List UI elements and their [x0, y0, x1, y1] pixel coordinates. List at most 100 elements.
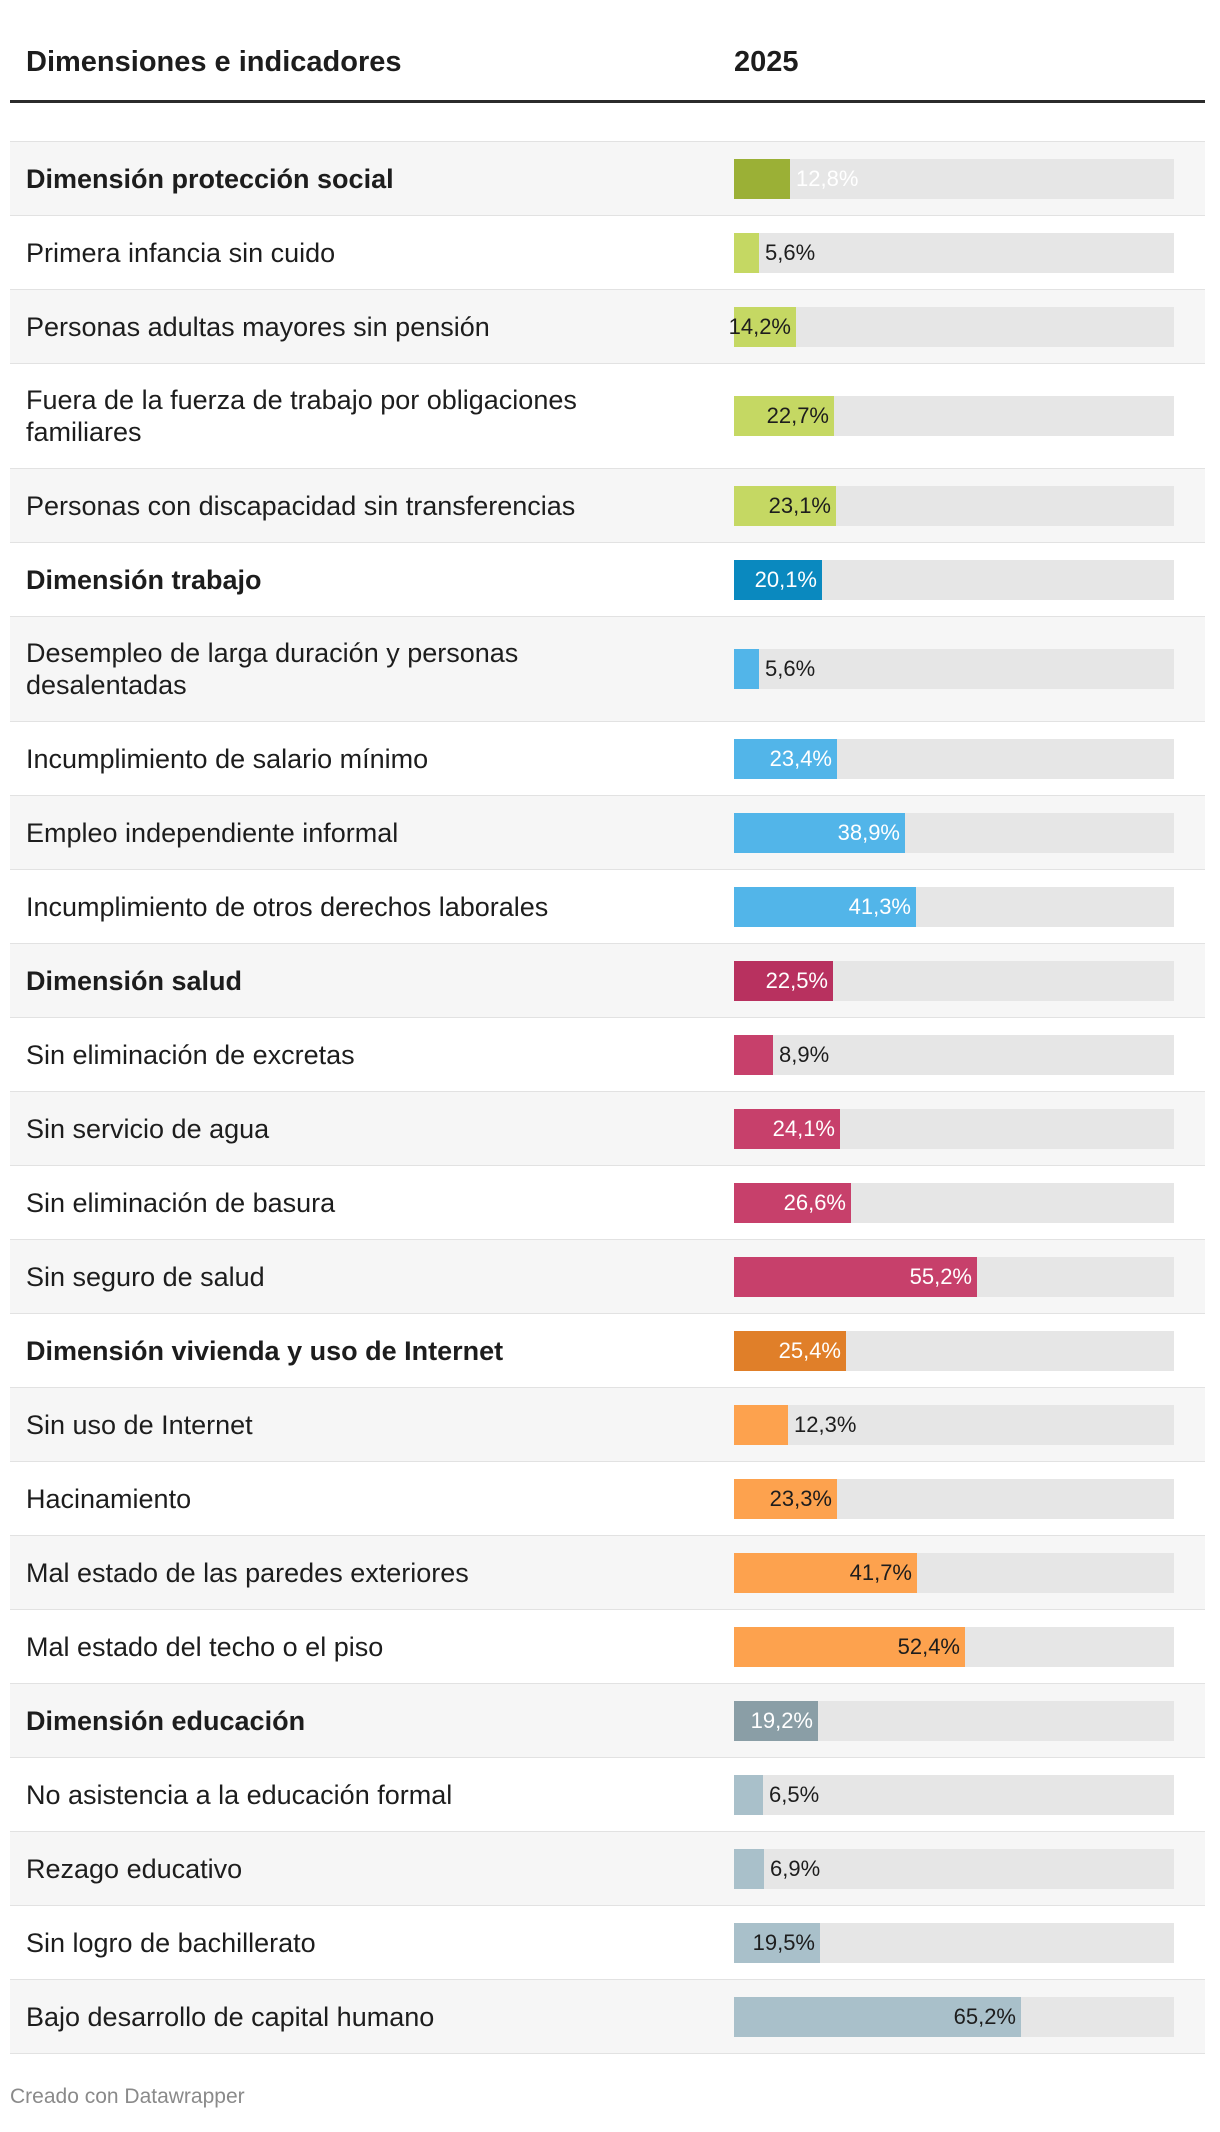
bar [734, 306, 796, 347]
bar [734, 960, 833, 1001]
bar-value-label: 55,2% [909, 1263, 972, 1289]
bar-value-label: 8,9% [779, 1041, 830, 1067]
bar-track: 22,5% [734, 960, 1174, 1001]
footer-credit: Creado con Datawrapper [10, 2085, 245, 2108]
bar-track: 65,2% [734, 1996, 1174, 2037]
bar [734, 1478, 837, 1519]
row-label: Primera infancia sin cuido [26, 237, 336, 268]
bar-track: 19,5% [734, 1922, 1174, 1963]
row-label: Sin servicio de agua [26, 1113, 270, 1144]
bar-value-label: 22,5% [765, 967, 828, 993]
table-row: Dimensión vivienda y uso de Internet 25,4… [10, 1314, 1205, 1388]
row-label: Sin seguro de salud [26, 1261, 265, 1292]
table-header: Dimensiones e indicadores 2025 [10, 0, 1205, 103]
table-row: Sin servicio de agua 24,1% [10, 1092, 1205, 1166]
bar-value-label: 12,3% [794, 1411, 857, 1437]
bar-value-label: 5,6% [765, 656, 816, 681]
bar [734, 886, 916, 927]
row-label: Sin eliminación de basura [26, 1187, 336, 1218]
bar [734, 559, 822, 600]
row-label: Dimensión protección social [26, 163, 394, 194]
row-label: Rezago educativo [26, 1853, 243, 1884]
table-row: Empleo independiente informal 38,9% [10, 796, 1205, 870]
row-label: Dimensión vivienda y uso de Internet [26, 1335, 504, 1366]
table-row: Mal estado de las paredes exteriores 41,7… [10, 1536, 1205, 1610]
bar-value-label: 52,4% [897, 1633, 960, 1659]
bar [734, 1922, 820, 1963]
row-label: Mal estado del techo o el piso [26, 1631, 384, 1662]
bar [734, 1404, 788, 1445]
bar [734, 1182, 851, 1223]
bar [734, 1996, 1021, 2037]
bar-value-label: 14,2% [728, 313, 791, 339]
bar-value-label: 41,3% [848, 893, 911, 919]
bar [734, 396, 834, 436]
bar-track: 52,4% [734, 1626, 1174, 1667]
bar-value-label: 25,4% [778, 1337, 841, 1363]
bar-track: 38,9% [734, 812, 1174, 853]
bar [734, 485, 836, 526]
bar [734, 232, 759, 273]
table-row: Primera infancia sin cuido 5,6% [10, 216, 1205, 290]
bar-value-label: 5,6% [765, 239, 816, 265]
table-row: Hacinamiento 23,3% [10, 1462, 1205, 1536]
bar-value-label: 20,1% [754, 566, 817, 592]
bar [734, 1256, 977, 1297]
row-label: Sin uso de Internet [26, 1409, 253, 1440]
table-row: Rezago educativo 6,9% [10, 1832, 1205, 1906]
bar-track: 23,1% [734, 485, 1174, 526]
bar-track: 5,6% [734, 649, 1174, 689]
row-label: Dimensión educación [26, 1705, 306, 1736]
bar-track: 12,3% [734, 1404, 1174, 1445]
table-row: Sin seguro de salud 55,2% [10, 1240, 1205, 1314]
row-label: Fuera de la fuerza de trabajo por obliga… [26, 385, 577, 447]
bar-value-label: 23,1% [768, 492, 831, 518]
bar-track: 20,1% [734, 559, 1174, 600]
bar-track: 8,9% [734, 1034, 1174, 1075]
bar-track: 23,3% [734, 1478, 1174, 1519]
bar [734, 1848, 764, 1889]
bar-track: 6,9% [734, 1848, 1174, 1889]
table-row: Incumplimiento de salario mínimo 23,4% [10, 722, 1205, 796]
bar-table-chart: Dimensiones e indicadores 2025 Dimensión… [10, 0, 1205, 2054]
indicators-column-header: Dimensiones e indicadores [26, 46, 402, 78]
table-row: Fuera de la fuerza de trabajo por obliga… [10, 364, 1205, 469]
row-label: Dimensión salud [26, 965, 243, 996]
bar-value-label: 19,5% [752, 1929, 815, 1955]
bar-value-label: 24,1% [772, 1115, 835, 1141]
row-label: Dimensión trabajo [26, 564, 262, 595]
table-row: No asistencia a la educación formal 6,5% [10, 1758, 1205, 1832]
bar-value-label: 38,9% [837, 819, 900, 845]
row-label: Mal estado de las paredes exteriores [26, 1557, 469, 1588]
bar-track: 23,4% [734, 738, 1174, 779]
row-label: Empleo independiente informal [26, 817, 399, 848]
table-row: Sin logro de bachillerato 19,5% [10, 1906, 1205, 1980]
bar-value-label: 6,9% [770, 1855, 821, 1881]
bar [734, 812, 905, 853]
table-body: Dimensión protección social 12,8% Primera … [10, 141, 1205, 2054]
table-row: Mal estado del techo o el piso 52,4% [10, 1610, 1205, 1684]
table-row: Incumplimiento de otros derechos laboral… [10, 870, 1205, 944]
table-row: Dimensión educación 19,2% [10, 1684, 1205, 1758]
bar-value-label: 65,2% [953, 2003, 1016, 2029]
row-label: Bajo desarrollo de capital humano [26, 2001, 435, 2032]
bar-track: 41,7% [734, 1552, 1174, 1593]
bar-track: 6,5% [734, 1774, 1174, 1815]
bar-value-label: 22,7% [766, 403, 829, 428]
bar-value-label: 26,6% [783, 1189, 846, 1215]
bar [734, 649, 759, 689]
row-label: No asistencia a la educación formal [26, 1779, 453, 1810]
row-label: Incumplimiento de otros derechos laboral… [26, 891, 549, 922]
bar-track: 12,8% [734, 158, 1174, 199]
bar [734, 1626, 965, 1667]
bar-value-label: 23,3% [769, 1485, 832, 1511]
table-row: Dimensión trabajo 20,1% [10, 543, 1205, 617]
table-row: Desempleo de larga duración y personas d… [10, 617, 1205, 722]
bar-track: 24,1% [734, 1108, 1174, 1149]
table-row: Bajo desarrollo de capital humano 65,2% [10, 1980, 1205, 2054]
row-label: Sin eliminación de excretas [26, 1039, 355, 1070]
bar-value-label: 19,2% [750, 1707, 813, 1733]
bar-track: 26,6% [734, 1182, 1174, 1223]
bar-value-label: 12,8% [796, 165, 859, 191]
row-label: Desempleo de larga duración y personas d… [26, 638, 519, 700]
